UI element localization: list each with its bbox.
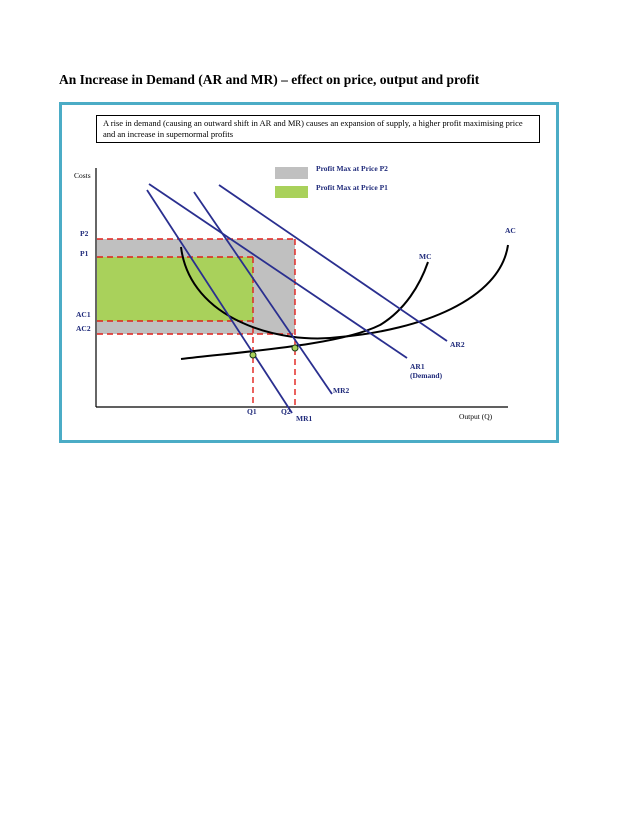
- label-mr2: MR2: [333, 386, 350, 395]
- dashed-guides: [97, 238, 296, 407]
- equilibrium-point-q2: [291, 344, 299, 352]
- tick-p1: P1: [80, 249, 89, 258]
- label-mc: MC: [419, 252, 432, 261]
- tick-ac1: AC1: [76, 310, 91, 319]
- tick-q2: Q2: [281, 407, 291, 416]
- legend-swatch-p1: [275, 186, 308, 198]
- mr2-line: [193, 191, 333, 395]
- ar1-line: [148, 183, 408, 359]
- label-ar1-demand: (Demand): [410, 371, 443, 380]
- tick-p2: P2: [80, 229, 89, 238]
- tick-q1: Q1: [247, 407, 257, 416]
- legend-label-p1: Profit Max at Price P1: [316, 183, 388, 192]
- legend-swatch-p2: [275, 167, 308, 179]
- label-ac: AC: [505, 226, 516, 235]
- diagram-caption: A rise in demand (causing an outward shi…: [96, 115, 540, 143]
- legend-label-p2: Profit Max at Price P2: [316, 164, 388, 173]
- profit-area-p1: [97, 257, 253, 321]
- label-ar2: AR2: [450, 340, 465, 349]
- y-axis-label: Costs: [74, 171, 91, 180]
- ar2-line: [218, 184, 448, 342]
- equilibrium-point-q1: [249, 351, 257, 359]
- tick-ac2: AC2: [76, 324, 91, 333]
- page-title: An Increase in Demand (AR and MR) – effe…: [59, 72, 480, 87]
- label-ar1: AR1: [410, 362, 425, 371]
- label-mr1: MR1: [296, 414, 313, 423]
- diagram-frame: [59, 102, 559, 443]
- x-axis-label: Output (Q): [459, 412, 493, 421]
- mr1-line: [146, 189, 293, 414]
